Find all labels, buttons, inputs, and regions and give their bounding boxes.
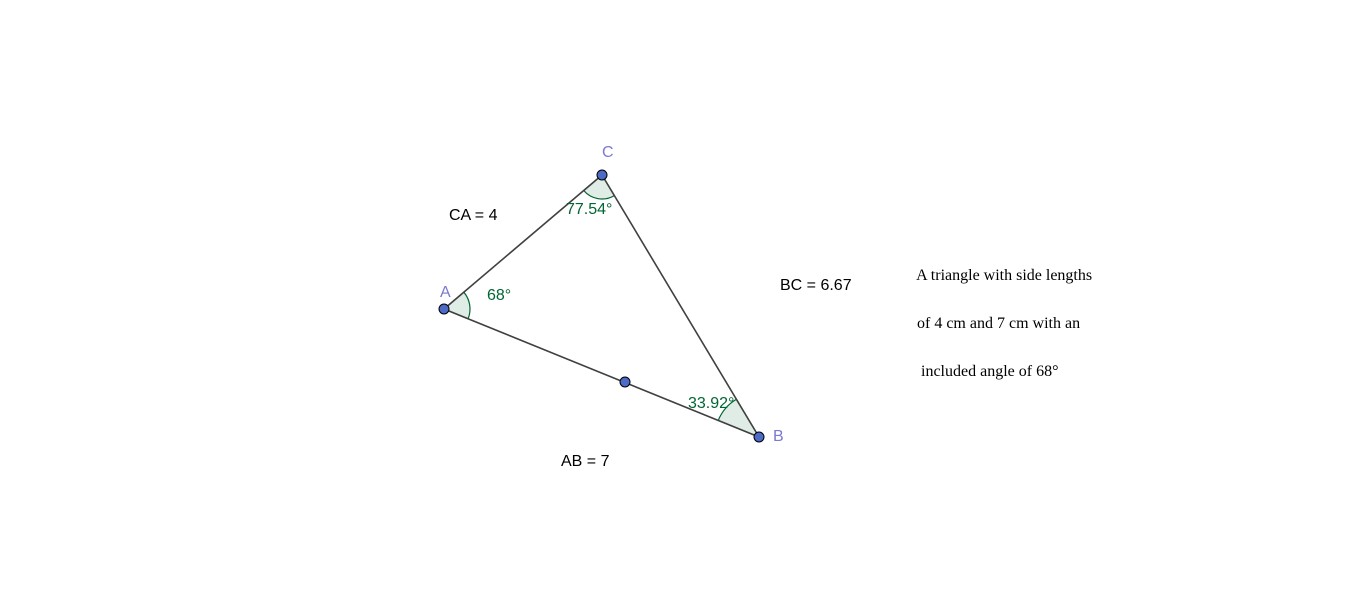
point-a (439, 304, 449, 314)
edge-ab (444, 309, 759, 437)
desc-line-1: A triangle with side lengths (916, 267, 1092, 284)
angle-label-a: 68° (487, 287, 511, 304)
edge-bc (602, 175, 759, 437)
desc-line-3: included angle of 68° (917, 363, 1058, 380)
point-m (620, 377, 630, 387)
point-label-c: C (602, 144, 614, 161)
angle-label-b: 33.92° (688, 395, 734, 412)
point-label-a: A (440, 284, 451, 301)
desc-line-2: of 4 cm and 7 cm with an (917, 315, 1080, 332)
point-b (754, 432, 764, 442)
triangle-diagram: A B C AB = 7 BC = 6.67 CA = 4 68° 33.92° 77.54° (0, 0, 1366, 609)
point-label-b: B (773, 428, 784, 445)
point-c (597, 170, 607, 180)
edge-label-bc: BC = 6.67 (780, 277, 852, 294)
edge-label-ca: CA = 4 (449, 207, 498, 224)
edge-ca (444, 175, 602, 309)
angle-label-c: 77.54° (566, 201, 612, 218)
edge-label-ab: AB = 7 (561, 453, 610, 470)
description-text: A triangle with side lengths of 4 cm and… (909, 240, 1092, 384)
